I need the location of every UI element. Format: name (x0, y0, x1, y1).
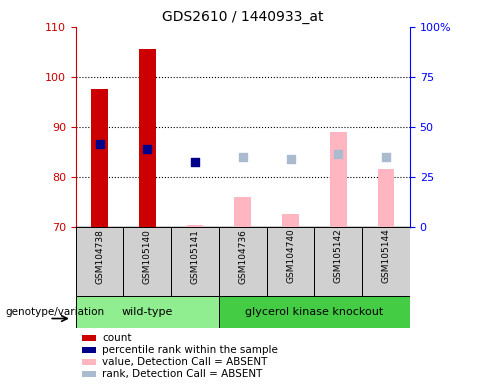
Bar (219, 296, 410, 328)
Point (143, 146, 151, 152)
Bar (82, 347, 96, 353)
Text: value, Detection Call = ABSENT: value, Detection Call = ABSENT (102, 357, 268, 367)
Text: wild-type: wild-type (122, 307, 173, 317)
Text: GSM105140: GSM105140 (143, 228, 152, 283)
Text: genotype/variation: genotype/variation (5, 307, 104, 317)
Bar (314, 227, 362, 296)
Text: count: count (102, 333, 132, 343)
Text: GSM104736: GSM104736 (238, 228, 247, 283)
Text: GSM105142: GSM105142 (334, 228, 343, 283)
Bar (82, 359, 96, 366)
Point (191, 159, 199, 165)
Title: GDS2610 / 1440933_at: GDS2610 / 1440933_at (162, 10, 324, 25)
Point (239, 154, 246, 160)
Text: glycerol kinase knockout: glycerol kinase knockout (245, 307, 384, 317)
Bar (219, 227, 266, 296)
Point (382, 154, 390, 160)
Bar (91, 89, 108, 227)
Bar (362, 227, 410, 296)
Bar (82, 371, 96, 377)
Text: GSM104738: GSM104738 (95, 228, 104, 283)
Bar (187, 225, 203, 227)
Bar (234, 197, 251, 227)
Bar (82, 335, 96, 341)
Bar (378, 169, 394, 227)
Bar (76, 296, 219, 328)
Point (96, 141, 103, 147)
Bar (171, 227, 219, 296)
Bar (266, 227, 314, 296)
Bar (330, 132, 346, 227)
Text: GSM105144: GSM105144 (382, 228, 390, 283)
Text: rank, Detection Call = ABSENT: rank, Detection Call = ABSENT (102, 369, 263, 379)
Bar (139, 49, 156, 227)
Bar (76, 227, 123, 296)
Point (286, 156, 294, 162)
Text: GSM105141: GSM105141 (190, 228, 200, 283)
Bar (123, 227, 171, 296)
Text: GSM104740: GSM104740 (286, 228, 295, 283)
Text: percentile rank within the sample: percentile rank within the sample (102, 345, 278, 355)
Bar (282, 214, 299, 227)
Point (334, 151, 342, 157)
